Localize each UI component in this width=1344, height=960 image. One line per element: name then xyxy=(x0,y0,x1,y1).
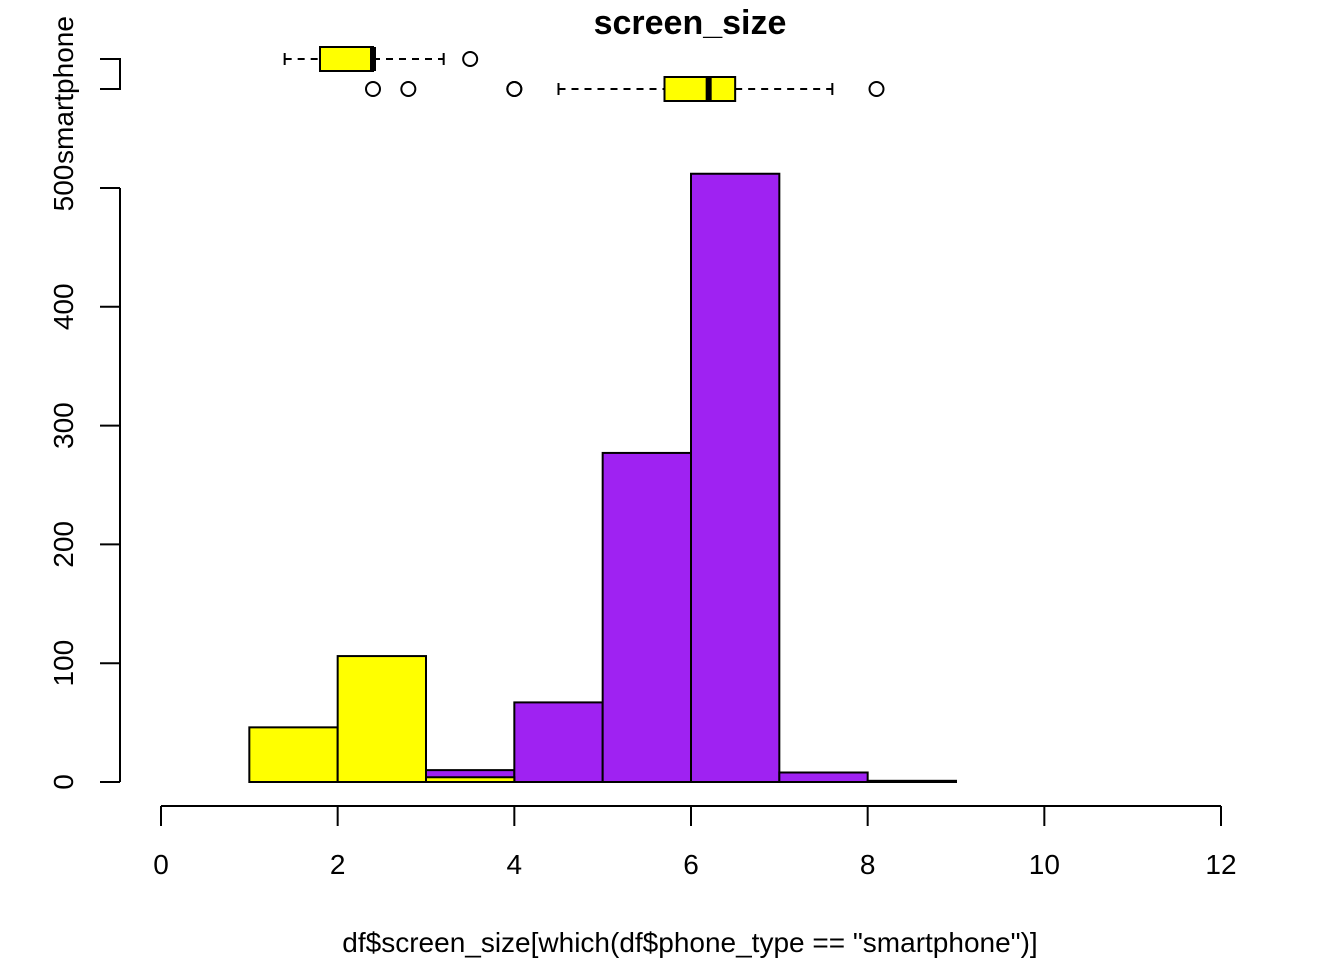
histogram-bar xyxy=(513,701,604,783)
boxplot-group-label: smartphone xyxy=(48,16,79,164)
boxplot-box xyxy=(663,76,737,102)
x-tick-label: 2 xyxy=(330,849,346,880)
chart-title: screen_size xyxy=(594,4,787,42)
boxplot-outlier xyxy=(400,81,417,97)
x-tick-label: 8 xyxy=(860,849,876,880)
boxplot-outlier xyxy=(506,81,523,97)
plot-area: 0 2 4 6 8 10 12 0 100 200 300 400 500 xyxy=(48,46,1237,880)
histogram-bar xyxy=(336,655,427,784)
boxplot-box xyxy=(319,46,374,72)
histogram-bar xyxy=(248,726,339,783)
y-tick-label: 0 xyxy=(48,774,79,790)
histogram-bar xyxy=(866,779,958,784)
x-tick-label: 0 xyxy=(153,849,169,880)
x-tick-label: 4 xyxy=(507,849,523,880)
x-tick-label: 10 xyxy=(1029,849,1060,880)
histogram-bar xyxy=(425,776,516,783)
y-tick-label: 500 xyxy=(48,165,79,212)
boxplot-outlier xyxy=(462,51,479,67)
boxplot-outlier xyxy=(868,81,885,97)
boxplot-outlier xyxy=(365,81,381,97)
y-tick-label: 400 xyxy=(48,283,79,330)
histogram-bar xyxy=(778,771,869,783)
y-tick-label: 300 xyxy=(48,402,79,449)
y-tick-label: 100 xyxy=(48,640,79,687)
x-tick-label: 12 xyxy=(1205,849,1236,880)
histogram-bar xyxy=(690,172,781,783)
boxplot-axis xyxy=(100,58,121,90)
x-axis-label: df$screen_size[which(df$phone_type == "s… xyxy=(342,927,1037,958)
x-tick-label: 6 xyxy=(683,849,699,880)
histogram-bar xyxy=(601,451,693,783)
y-tick-label: 200 xyxy=(48,521,79,568)
